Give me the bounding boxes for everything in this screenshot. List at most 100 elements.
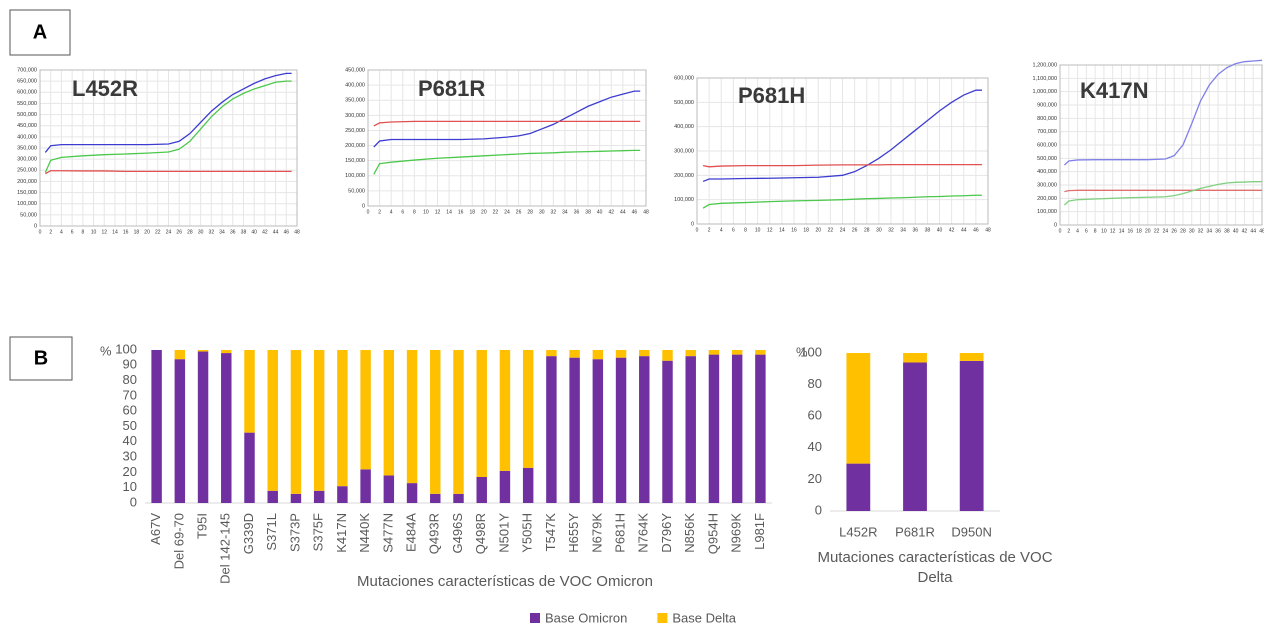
x-tick-label: 40 <box>251 229 257 235</box>
y-tick-label: 250,000 <box>345 128 365 134</box>
x-tick-label: 44 <box>1250 228 1256 234</box>
x-tick-label: 42 <box>608 209 614 215</box>
bar-segment <box>569 350 580 358</box>
x-tick-label: 14 <box>112 229 118 235</box>
x-tick-label: Del 142-145 <box>218 513 233 584</box>
x-tick-label: 48 <box>294 229 300 235</box>
bar-segment <box>453 493 464 503</box>
x-tick-label: 8 <box>1094 228 1097 234</box>
line <box>702 89 982 183</box>
x-tick-label: 34 <box>900 227 906 233</box>
x-tick-label: Q954H <box>705 513 720 554</box>
y-tick-label: 350,000 <box>17 145 37 151</box>
bar-segment <box>731 354 743 503</box>
x-tick-label: P681R <box>895 524 935 539</box>
x-tick-label: L981F <box>752 513 767 550</box>
x-tick-label: 32 <box>551 209 557 215</box>
bar-segment <box>174 350 186 360</box>
x-tick-label: 26 <box>516 209 522 215</box>
y-tick-label: 500,000 <box>1037 156 1057 162</box>
y-tick-label: 300,000 <box>17 157 37 163</box>
x-tick-label: 32 <box>209 229 215 235</box>
y-tick-label: 0 <box>130 494 137 509</box>
x-tick-label: 6 <box>401 209 404 215</box>
x-tick-label: N764K <box>636 513 651 553</box>
y-tick-label: 200,000 <box>1037 196 1057 202</box>
x-tick-label: 14 <box>1119 228 1125 234</box>
x-tick-label: 8 <box>81 229 84 235</box>
x-tick-label: 40 <box>597 209 603 215</box>
y-tick-label: 60 <box>123 403 137 418</box>
y-tick-label: 80 <box>808 376 822 391</box>
x-tick-label: 2 <box>378 209 381 215</box>
line <box>373 90 641 148</box>
line <box>373 149 641 175</box>
x-tick-label: N440K <box>357 513 372 553</box>
x-tick-label: 42 <box>262 229 268 235</box>
x-tick-label: 20 <box>481 209 487 215</box>
x-tick-label: 32 <box>1198 228 1204 234</box>
line <box>1063 181 1262 206</box>
panel-label: B <box>34 347 48 369</box>
x-tick-label: 10 <box>91 229 97 235</box>
y-tick-label: 700,000 <box>1037 129 1057 135</box>
y-tick-label: 100,000 <box>1037 209 1057 215</box>
bar-segment <box>615 350 627 358</box>
x-tick-label: 44 <box>620 209 626 215</box>
x-tick-label: 22 <box>828 227 834 233</box>
x-tick-label: 48 <box>643 209 649 215</box>
plot-frame <box>696 77 989 225</box>
x-tick-label: A67V <box>148 513 163 545</box>
bar-segment <box>151 350 162 503</box>
y-tick-label: 100 <box>800 344 822 359</box>
y-tick-label: 100,000 <box>17 201 37 207</box>
bar-segment <box>755 350 766 355</box>
x-tick-label: N501Y <box>496 513 511 553</box>
x-tick-label: D950N <box>951 524 991 539</box>
y-tick-label: 100,000 <box>674 197 694 203</box>
x-tick-label: S371L <box>264 513 279 551</box>
bar-segment <box>430 350 441 494</box>
y-tick-label: 1,200,000 <box>1033 62 1057 68</box>
y-tick-label: 450,000 <box>17 123 37 129</box>
bar-segment <box>708 350 720 355</box>
y-tick-label: 0 <box>691 221 694 227</box>
bar-segment <box>313 490 325 503</box>
x-tick-label: 14 <box>779 227 785 233</box>
x-tick-label: 28 <box>864 227 870 233</box>
bar-segment <box>337 350 348 487</box>
bar-segment <box>903 362 927 511</box>
x-tick-label: 20 <box>144 229 150 235</box>
x-tick-label: 40 <box>937 227 943 233</box>
y-tick-label: 1,100,000 <box>1033 76 1057 82</box>
y-tick-label: 900,000 <box>1037 102 1057 108</box>
bar-segment <box>903 353 927 363</box>
x-tick-label: 28 <box>527 209 533 215</box>
x-tick-label: 8 <box>413 209 416 215</box>
y-tick-label: 200,000 <box>345 143 365 149</box>
x-tick-label: 18 <box>803 227 809 233</box>
x-tick-label: 4 <box>390 209 393 215</box>
legend-swatch <box>657 613 668 623</box>
x-tick-label: 18 <box>1136 228 1142 234</box>
chart-title: P681R <box>418 76 485 101</box>
x-tick-label: 30 <box>198 229 204 235</box>
y-tick-label: 100 <box>115 341 137 356</box>
bar-segment <box>383 350 395 476</box>
bar-segment <box>360 350 371 470</box>
x-tick-label: 0 <box>39 229 42 235</box>
x-tick-label: 38 <box>925 227 931 233</box>
y-tick-label: 0 <box>1054 222 1057 228</box>
x-tick-label: 46 <box>632 209 638 215</box>
bar-segment <box>546 350 557 357</box>
x-tick-label: 44 <box>273 229 279 235</box>
y-tick-label: 200,000 <box>17 179 37 185</box>
x-tick-label: 22 <box>1154 228 1160 234</box>
x-tick-label: 10 <box>423 209 429 215</box>
legend-label: Base Delta <box>672 610 736 625</box>
y-tick-label: 30 <box>123 449 137 464</box>
x-tick-label: 2 <box>708 227 711 233</box>
x-tick-label: 30 <box>539 209 545 215</box>
bar-segment <box>592 350 604 360</box>
